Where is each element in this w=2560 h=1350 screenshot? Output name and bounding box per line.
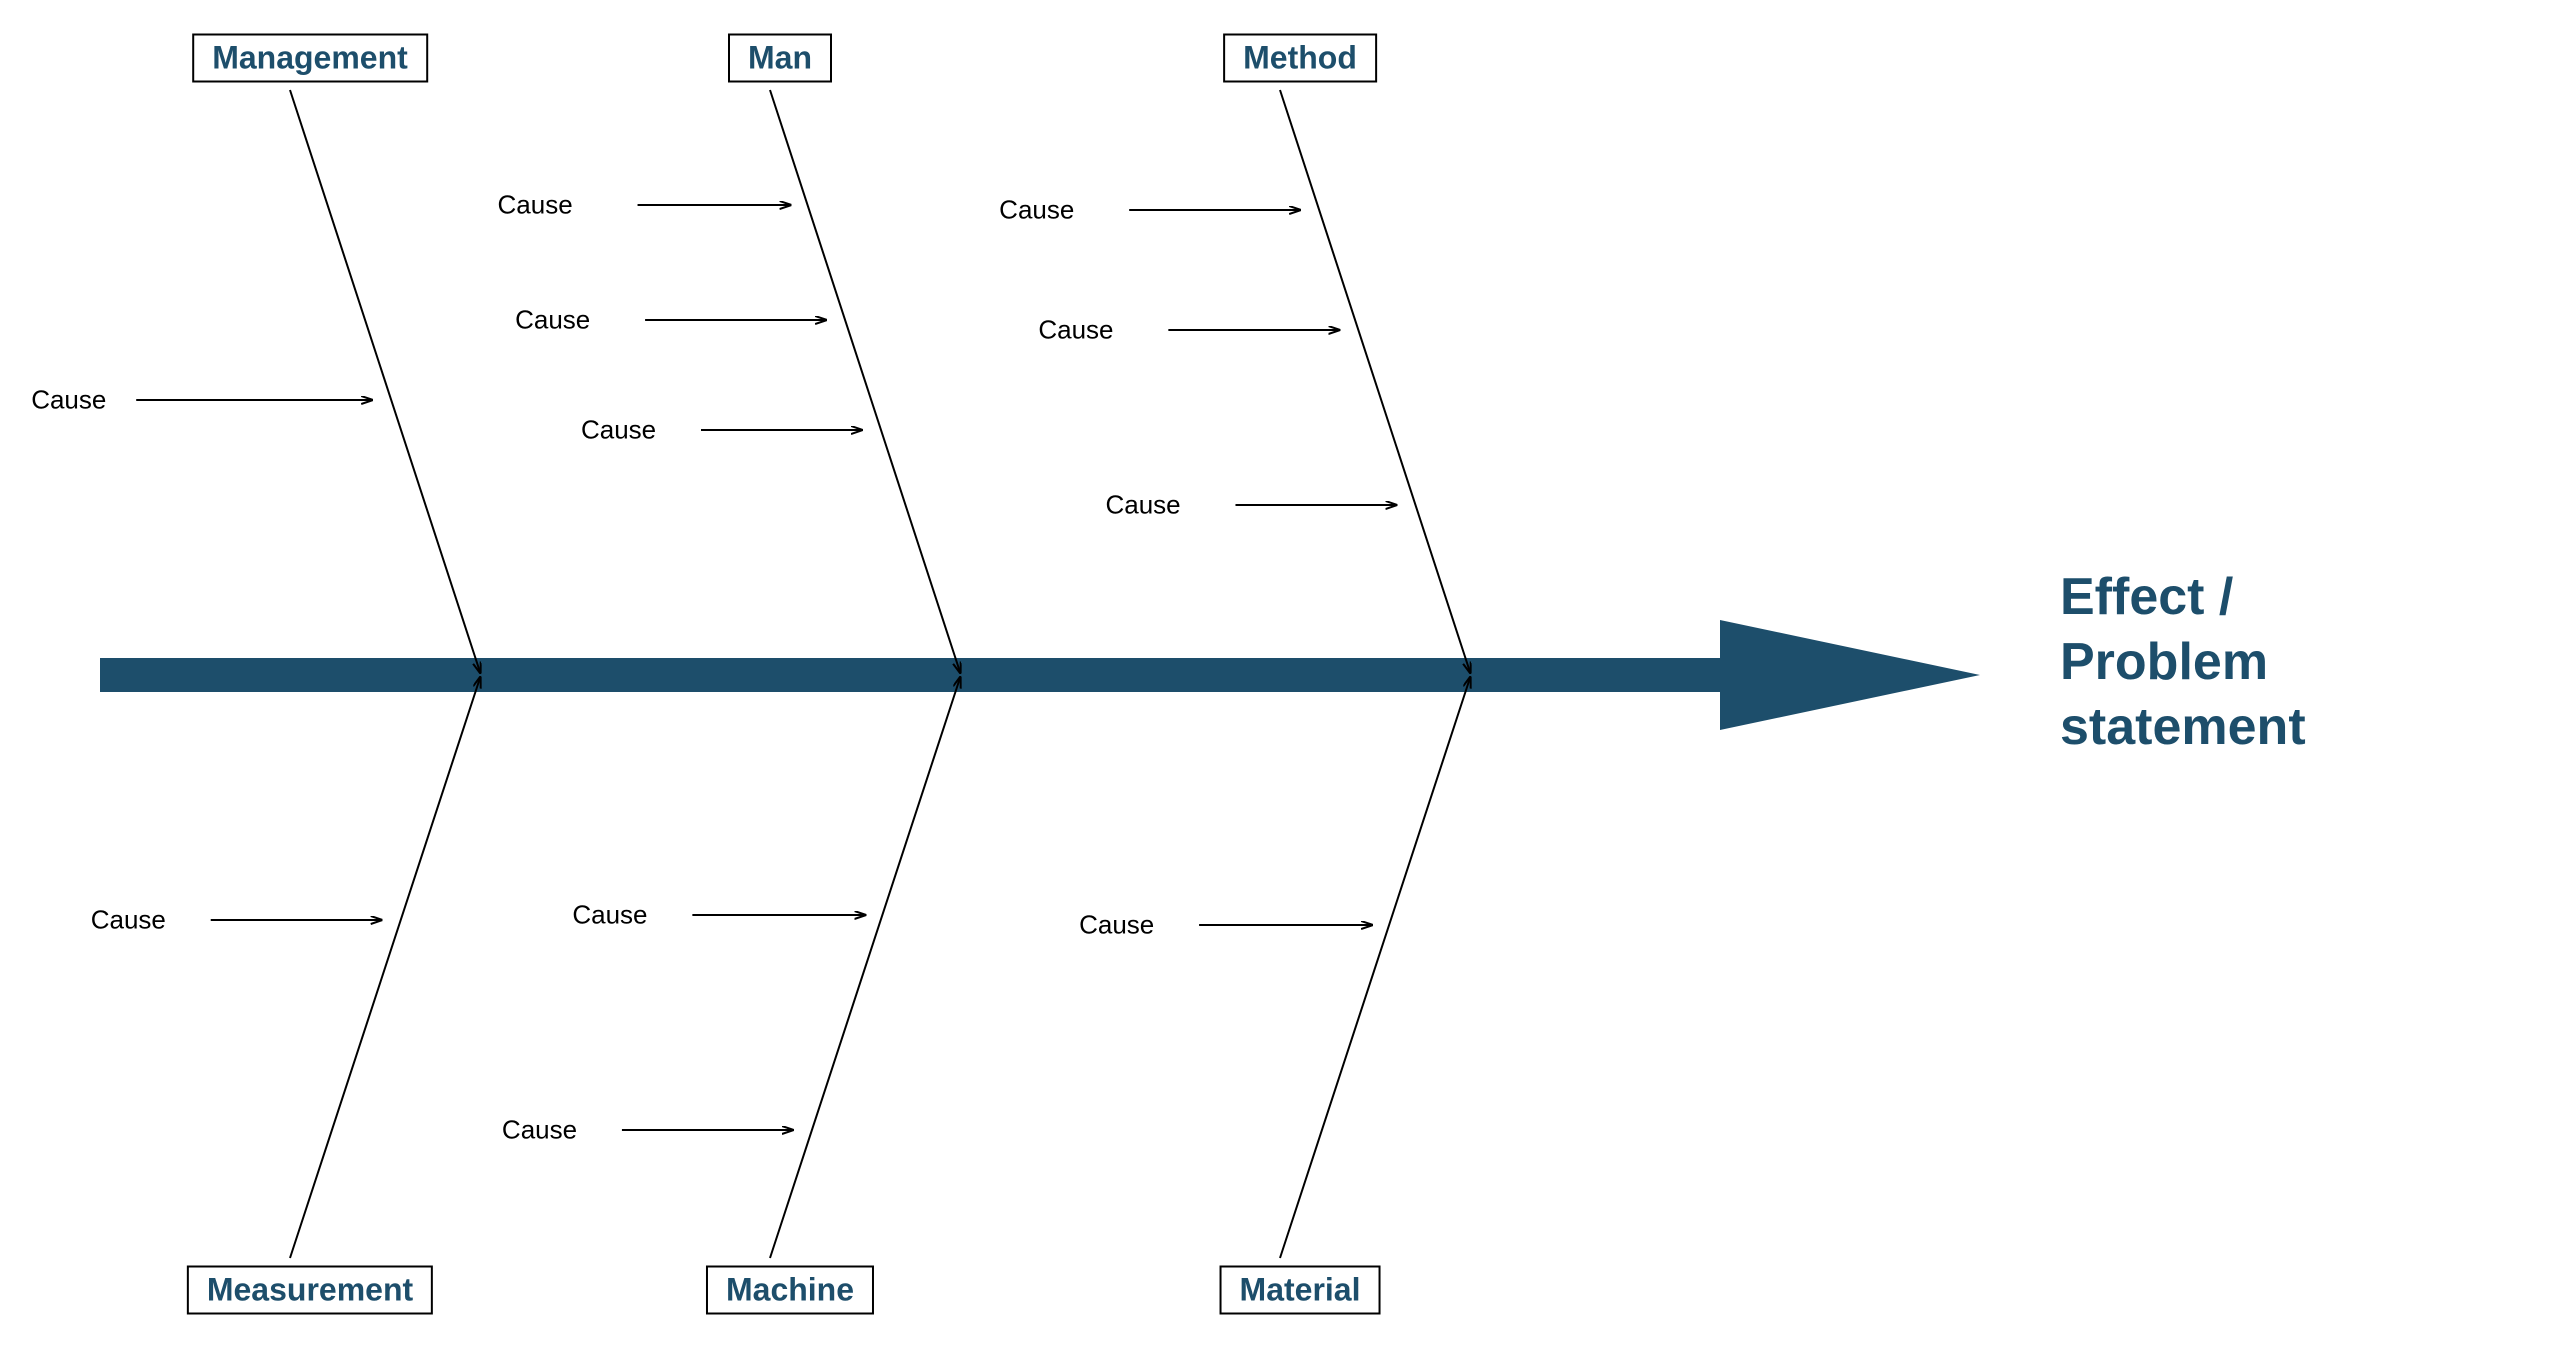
- cause-label-man-1: Cause: [515, 305, 590, 336]
- cause-label-measurement-0: Cause: [91, 905, 166, 936]
- category-box-man: Man: [728, 34, 832, 83]
- bone-machine: [770, 678, 960, 1258]
- cause-label-man-0: Cause: [498, 190, 573, 221]
- category-box-material: Material: [1220, 1266, 1381, 1315]
- cause-label-machine-1: Cause: [502, 1115, 577, 1146]
- bone-management: [290, 90, 480, 672]
- cause-label-method-2: Cause: [1105, 490, 1180, 521]
- cause-label-machine-0: Cause: [572, 900, 647, 931]
- bone-method: [1280, 90, 1470, 672]
- spine-arrow: [100, 620, 1980, 730]
- fishbone-diagram: Cause Management Cause Cause Cause Man Cause Ca…: [0, 0, 2560, 1350]
- effect-line1: Effect /: [2060, 565, 2306, 630]
- cause-label-method-0: Cause: [999, 195, 1074, 226]
- category-box-method: Method: [1223, 34, 1377, 83]
- cause-label-man-2: Cause: [581, 415, 656, 446]
- category-box-management: Management: [192, 34, 428, 83]
- cause-label-management-0: Cause: [31, 385, 106, 416]
- bone-measurement: [290, 678, 480, 1258]
- category-box-machine: Machine: [706, 1266, 874, 1315]
- cause-label-method-1: Cause: [1038, 315, 1113, 346]
- effect-line2: Problem: [2060, 630, 2306, 695]
- effect-line3: statement: [2060, 695, 2306, 760]
- effect-label: Effect /Problemstatement: [2060, 565, 2306, 760]
- bone-material: [1280, 678, 1470, 1258]
- bone-man: [770, 90, 960, 672]
- cause-label-material-0: Cause: [1079, 910, 1154, 941]
- category-box-measurement: Measurement: [187, 1266, 433, 1315]
